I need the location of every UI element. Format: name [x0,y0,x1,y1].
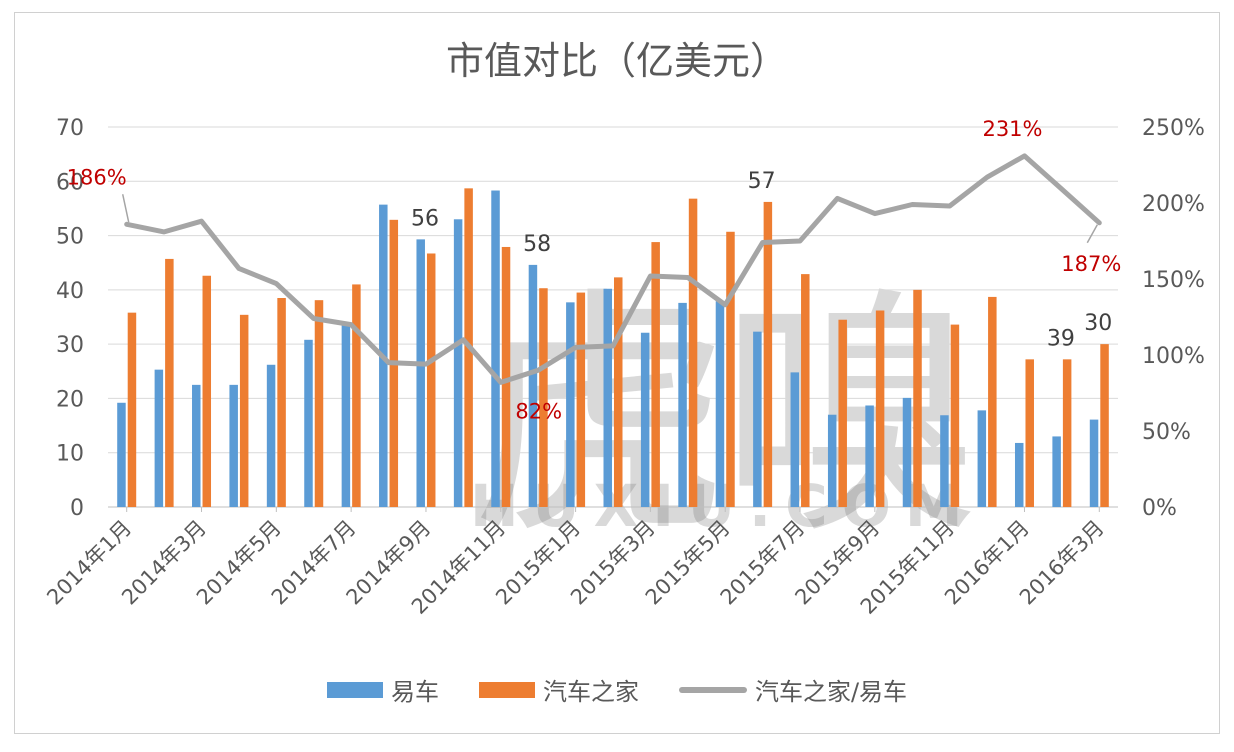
bar-autohome [838,319,847,507]
y2-tick-label: 100% [1142,344,1205,369]
legend-item-autohome: 汽车之家 [478,672,639,707]
bar-yiche [902,397,912,507]
bar-yiche [341,325,351,507]
bar-autohome [239,314,249,507]
y-tick-label: 40 [56,279,84,304]
bar-autohome [988,296,997,507]
bar-yiche [1052,436,1061,507]
bar-yiche [1014,442,1024,507]
bar-yiche [678,302,687,507]
ratio-data-label: 186% [67,165,127,189]
bar-yiche [117,402,126,507]
bar-yiche [865,405,874,507]
legend-label-yiche: 易车 [390,678,439,706]
legend-swatch-yiche [326,681,383,698]
y-tick-label: 20 [56,387,84,412]
bar-data-label: 30 [1084,311,1112,336]
bar-yiche [1089,419,1099,507]
y-tick-label: 50 [56,225,84,250]
y2-tick-label: 200% [1142,192,1205,217]
ratio-data-label: 82% [515,399,562,423]
legend-item-yiche: 易车 [326,672,439,707]
bar-yiche [528,264,538,507]
bar-data-label: 39 [1047,326,1075,351]
bar-yiche [416,239,425,507]
bar-autohome [314,300,324,507]
ratio-line [124,153,1102,385]
bar-autohome [763,201,773,507]
bar-data-label: 57 [748,169,776,194]
bar-yiche [753,331,762,507]
y-tick-label: 60 [56,170,84,195]
bar-yiche [229,384,238,507]
ratio-data-label: 231% [982,117,1042,141]
y2-tick-label: 50% [1142,420,1191,445]
bar-autohome [501,246,511,507]
ratio-leader-line [121,194,130,223]
legend-label-autohome: 汽车之家 [542,678,639,706]
bar-autohome [913,289,922,507]
bar-autohome [801,274,810,507]
bar-autohome [202,275,212,507]
legend-swatch-ratio [678,686,747,693]
bar-data-label: 56 [411,206,439,231]
bar-yiche [154,369,164,507]
bar-autohome [1100,344,1109,507]
bar-autohome [352,284,361,507]
bar-yiche [192,384,201,507]
bar-yiche [940,415,949,507]
bar-yiche [640,332,650,507]
bar-yiche [266,364,276,507]
bar-autohome [539,288,548,507]
bar-autohome [1025,359,1034,507]
ratio-data-label: 187% [1061,252,1121,276]
bar-autohome [1062,359,1072,507]
bar-autohome [950,324,960,507]
y-tick-label: 10 [56,442,84,467]
y-tick-label: 30 [56,333,84,358]
legend-label-ratio: 汽车之家/易车 [754,678,908,706]
bar-yiche [566,302,575,507]
bar-autohome [726,231,735,507]
bar-autohome [875,310,885,507]
bar-yiche [491,190,500,507]
y-tick-label: 0 [70,496,84,521]
bar-yiche [977,410,987,507]
y-tick-label: 70 [56,116,84,141]
bar-yiche [304,339,313,507]
bar-autohome [688,198,698,507]
y2-tick-label: 0% [1142,496,1177,521]
legend-item-ratio: 汽车之家/易车 [678,672,908,707]
bar-yiche [453,219,463,508]
y2-tick-label: 250% [1142,116,1205,141]
bar-autohome [651,242,660,508]
legend-swatch-autohome [478,681,535,698]
bar-autohome [576,292,586,507]
bar-data-label: 58 [523,232,551,257]
bar-yiche [715,301,725,507]
bar-autohome [614,277,623,507]
chart-title: 市值对比（亿美元） [445,39,788,83]
bar-autohome [165,258,174,507]
bar-autohome [277,298,286,507]
bar-autohome [127,312,137,507]
chart-legend: 易车 汽车之家 汽车之家/易车 [0,672,1234,707]
bar-autohome [426,253,436,507]
bar-yiche [603,288,612,507]
bar-yiche [790,372,800,507]
y2-tick-label: 150% [1142,268,1205,293]
bar-yiche [827,414,837,507]
ratio-leader-line [1086,224,1098,244]
